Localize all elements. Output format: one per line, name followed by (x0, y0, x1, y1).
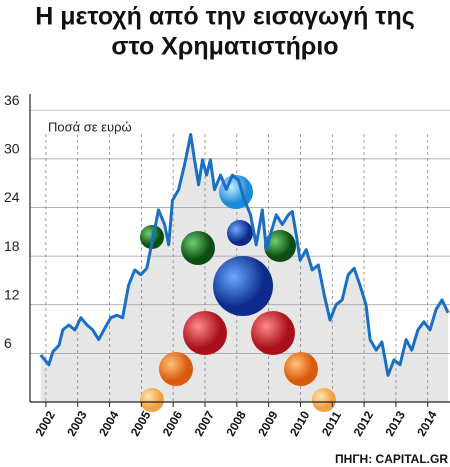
y-tick-label: 6 (4, 335, 12, 351)
line (39, 133, 450, 377)
y-tick-label: 36 (4, 92, 20, 108)
y-tick-label: 18 (4, 238, 20, 254)
plot-background (30, 109, 450, 402)
x-tick-label: 2003 (64, 408, 90, 438)
x-tick-label: 2002 (32, 408, 58, 438)
ball (159, 352, 193, 386)
x-tick-label: 2010 (287, 408, 313, 438)
x-tick-label: 2013 (382, 408, 408, 438)
y-tick-label: 24 (4, 189, 20, 205)
ball (264, 230, 296, 262)
ball (213, 256, 273, 316)
x-tick-label: 2008 (223, 408, 249, 438)
y-tick-label: 12 (4, 286, 20, 302)
ball (183, 311, 227, 355)
x-tick-label: 2006 (160, 408, 186, 438)
decoration (140, 175, 336, 412)
ball (251, 311, 295, 355)
y-tick-label: 30 (4, 141, 20, 157)
ball (181, 231, 215, 265)
x-tick-label: 2011 (319, 409, 344, 439)
chart-title: στο Χρηματιστήριο (111, 33, 338, 61)
axis-label: Ποσά σε ευρώ (48, 119, 132, 134)
x-tick-label: 2012 (351, 408, 377, 438)
x-tick-label: 2009 (255, 408, 281, 438)
ball (140, 388, 164, 412)
x-tick-label: 2014 (414, 408, 440, 438)
ball (312, 388, 336, 412)
x-tick-label: 2007 (192, 408, 218, 438)
source: ΠΗΓΗ: CAPITAL.GR (335, 452, 448, 466)
x-tick-label: 2004 (96, 408, 122, 438)
ball (227, 220, 253, 246)
ball (284, 352, 318, 386)
chart-title: Η μετοχή από την εισαγωγή της (35, 3, 414, 31)
x-tick-label: 2005 (128, 408, 154, 438)
